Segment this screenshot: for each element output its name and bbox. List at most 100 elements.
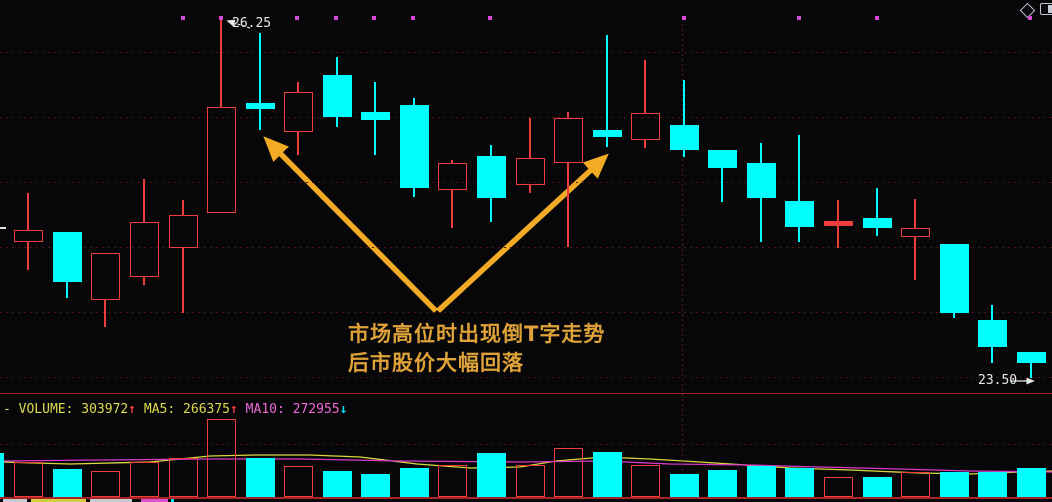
horizontal-gridline — [0, 444, 1052, 445]
marker-dot — [372, 16, 376, 20]
candle-wick — [760, 198, 762, 242]
candle-wick — [336, 57, 338, 75]
price-label-low: 23.50 — [978, 373, 1018, 388]
volume-bar-down — [400, 468, 429, 497]
annotation-line-2: 后市股价大幅回落 — [348, 351, 524, 375]
candle-wick — [567, 112, 569, 118]
candle-wick — [143, 277, 145, 285]
candle-wick — [143, 179, 145, 222]
candle-wick — [991, 305, 993, 320]
clipped-text-fragment — [31, 499, 86, 502]
candle-wick — [837, 200, 839, 221]
candle-wick — [374, 120, 376, 155]
candle-body-down — [1017, 352, 1046, 363]
volume-indicator-header: - VOLUME: 303972↑ MA5: 266375↑ MA10: 272… — [3, 402, 347, 417]
candle-wick — [490, 198, 492, 222]
candle-body-down — [361, 112, 390, 120]
candle-wick — [220, 20, 222, 107]
candle-body-up — [824, 221, 853, 226]
marker-dot — [488, 16, 492, 20]
volume-bar-up — [14, 462, 43, 497]
candle-wick — [259, 33, 261, 103]
volume-bar-down — [323, 471, 352, 497]
volume-bar-down — [0, 453, 4, 497]
panel-toggle-icon[interactable] — [1040, 3, 1052, 15]
candle-body-up — [91, 253, 120, 300]
candle-body-down — [53, 232, 82, 282]
candle-wick — [644, 140, 646, 148]
candle-wick — [374, 82, 376, 112]
pane-separator-line — [0, 393, 1052, 394]
volume-bar-down — [1017, 468, 1046, 497]
volume-bar-up — [207, 419, 236, 497]
marker-dot — [181, 16, 185, 20]
volume-bar-up — [91, 471, 120, 497]
candle-wick — [259, 109, 261, 130]
volume-bar-down — [978, 472, 1007, 497]
marker-dot — [334, 16, 338, 20]
crosshair-line — [682, 19, 683, 490]
volume-bar-down — [940, 472, 969, 497]
left-price-tick — [0, 227, 6, 229]
volume-bar-down — [53, 469, 82, 497]
volume-value: 303972 — [81, 402, 129, 417]
candle-wick — [336, 117, 338, 127]
candle-wick — [644, 60, 646, 113]
volume-bar-up — [516, 465, 545, 497]
volume-bar-down — [863, 477, 892, 497]
candle-wick — [760, 143, 762, 163]
candle-wick — [567, 163, 569, 247]
marker-dot — [295, 16, 299, 20]
marker-dot — [411, 16, 415, 20]
candle-wick — [27, 242, 29, 270]
clipped-text-fragment — [3, 499, 27, 502]
candle-wick — [837, 226, 839, 248]
candle-wick — [721, 168, 723, 202]
candle-body-up — [516, 158, 545, 185]
candle-wick — [914, 237, 916, 280]
annotation-line-1: 市场高位时出现倒T字走势 — [348, 322, 606, 346]
candle-wick — [798, 227, 800, 242]
volume-baseline — [0, 497, 1052, 499]
volume-bar-up — [631, 465, 660, 497]
candle-wick — [182, 200, 184, 215]
marker-dot — [875, 16, 879, 20]
volume-bar-down — [747, 466, 776, 497]
candle-body-up — [901, 228, 930, 237]
candle-wick — [27, 193, 29, 230]
candle-body-down — [670, 125, 699, 150]
volume-bar-down — [246, 458, 275, 497]
clipped-text-fragment — [90, 499, 132, 502]
candle-wick — [683, 150, 685, 157]
candle-body-up — [631, 113, 660, 140]
volume-bar-up — [554, 448, 583, 497]
candle-body-down — [246, 103, 275, 109]
volume-bar-down — [361, 474, 390, 497]
marker-dot — [797, 16, 801, 20]
candle-wick — [606, 137, 608, 147]
candle-body-down — [400, 105, 429, 188]
candle-wick — [606, 35, 608, 130]
volume-bar-down — [477, 453, 506, 497]
candle-wick — [490, 145, 492, 156]
candle-wick — [876, 188, 878, 218]
candle-wick — [451, 160, 453, 163]
volume-bar-down — [593, 452, 622, 497]
candle-body-down — [593, 130, 622, 137]
candle-wick — [876, 228, 878, 236]
candle-wick — [529, 118, 531, 158]
candle-body-down — [708, 150, 737, 168]
clipped-text-fragment — [171, 499, 174, 502]
candle-wick — [297, 82, 299, 92]
collapse-dash[interactable]: - — [3, 402, 11, 417]
candle-body-down — [940, 244, 969, 313]
volume-bar-up — [284, 466, 313, 497]
candle-body-down — [477, 156, 506, 198]
candle-wick — [182, 248, 184, 313]
ma10-label: MA10: — [245, 402, 285, 417]
candle-body-down — [323, 75, 352, 117]
candle-wick — [413, 188, 415, 197]
volume-bar-up — [824, 477, 853, 497]
ma5-up-arrow-icon: ↑ — [230, 402, 238, 417]
volume-bar-up — [901, 472, 930, 497]
